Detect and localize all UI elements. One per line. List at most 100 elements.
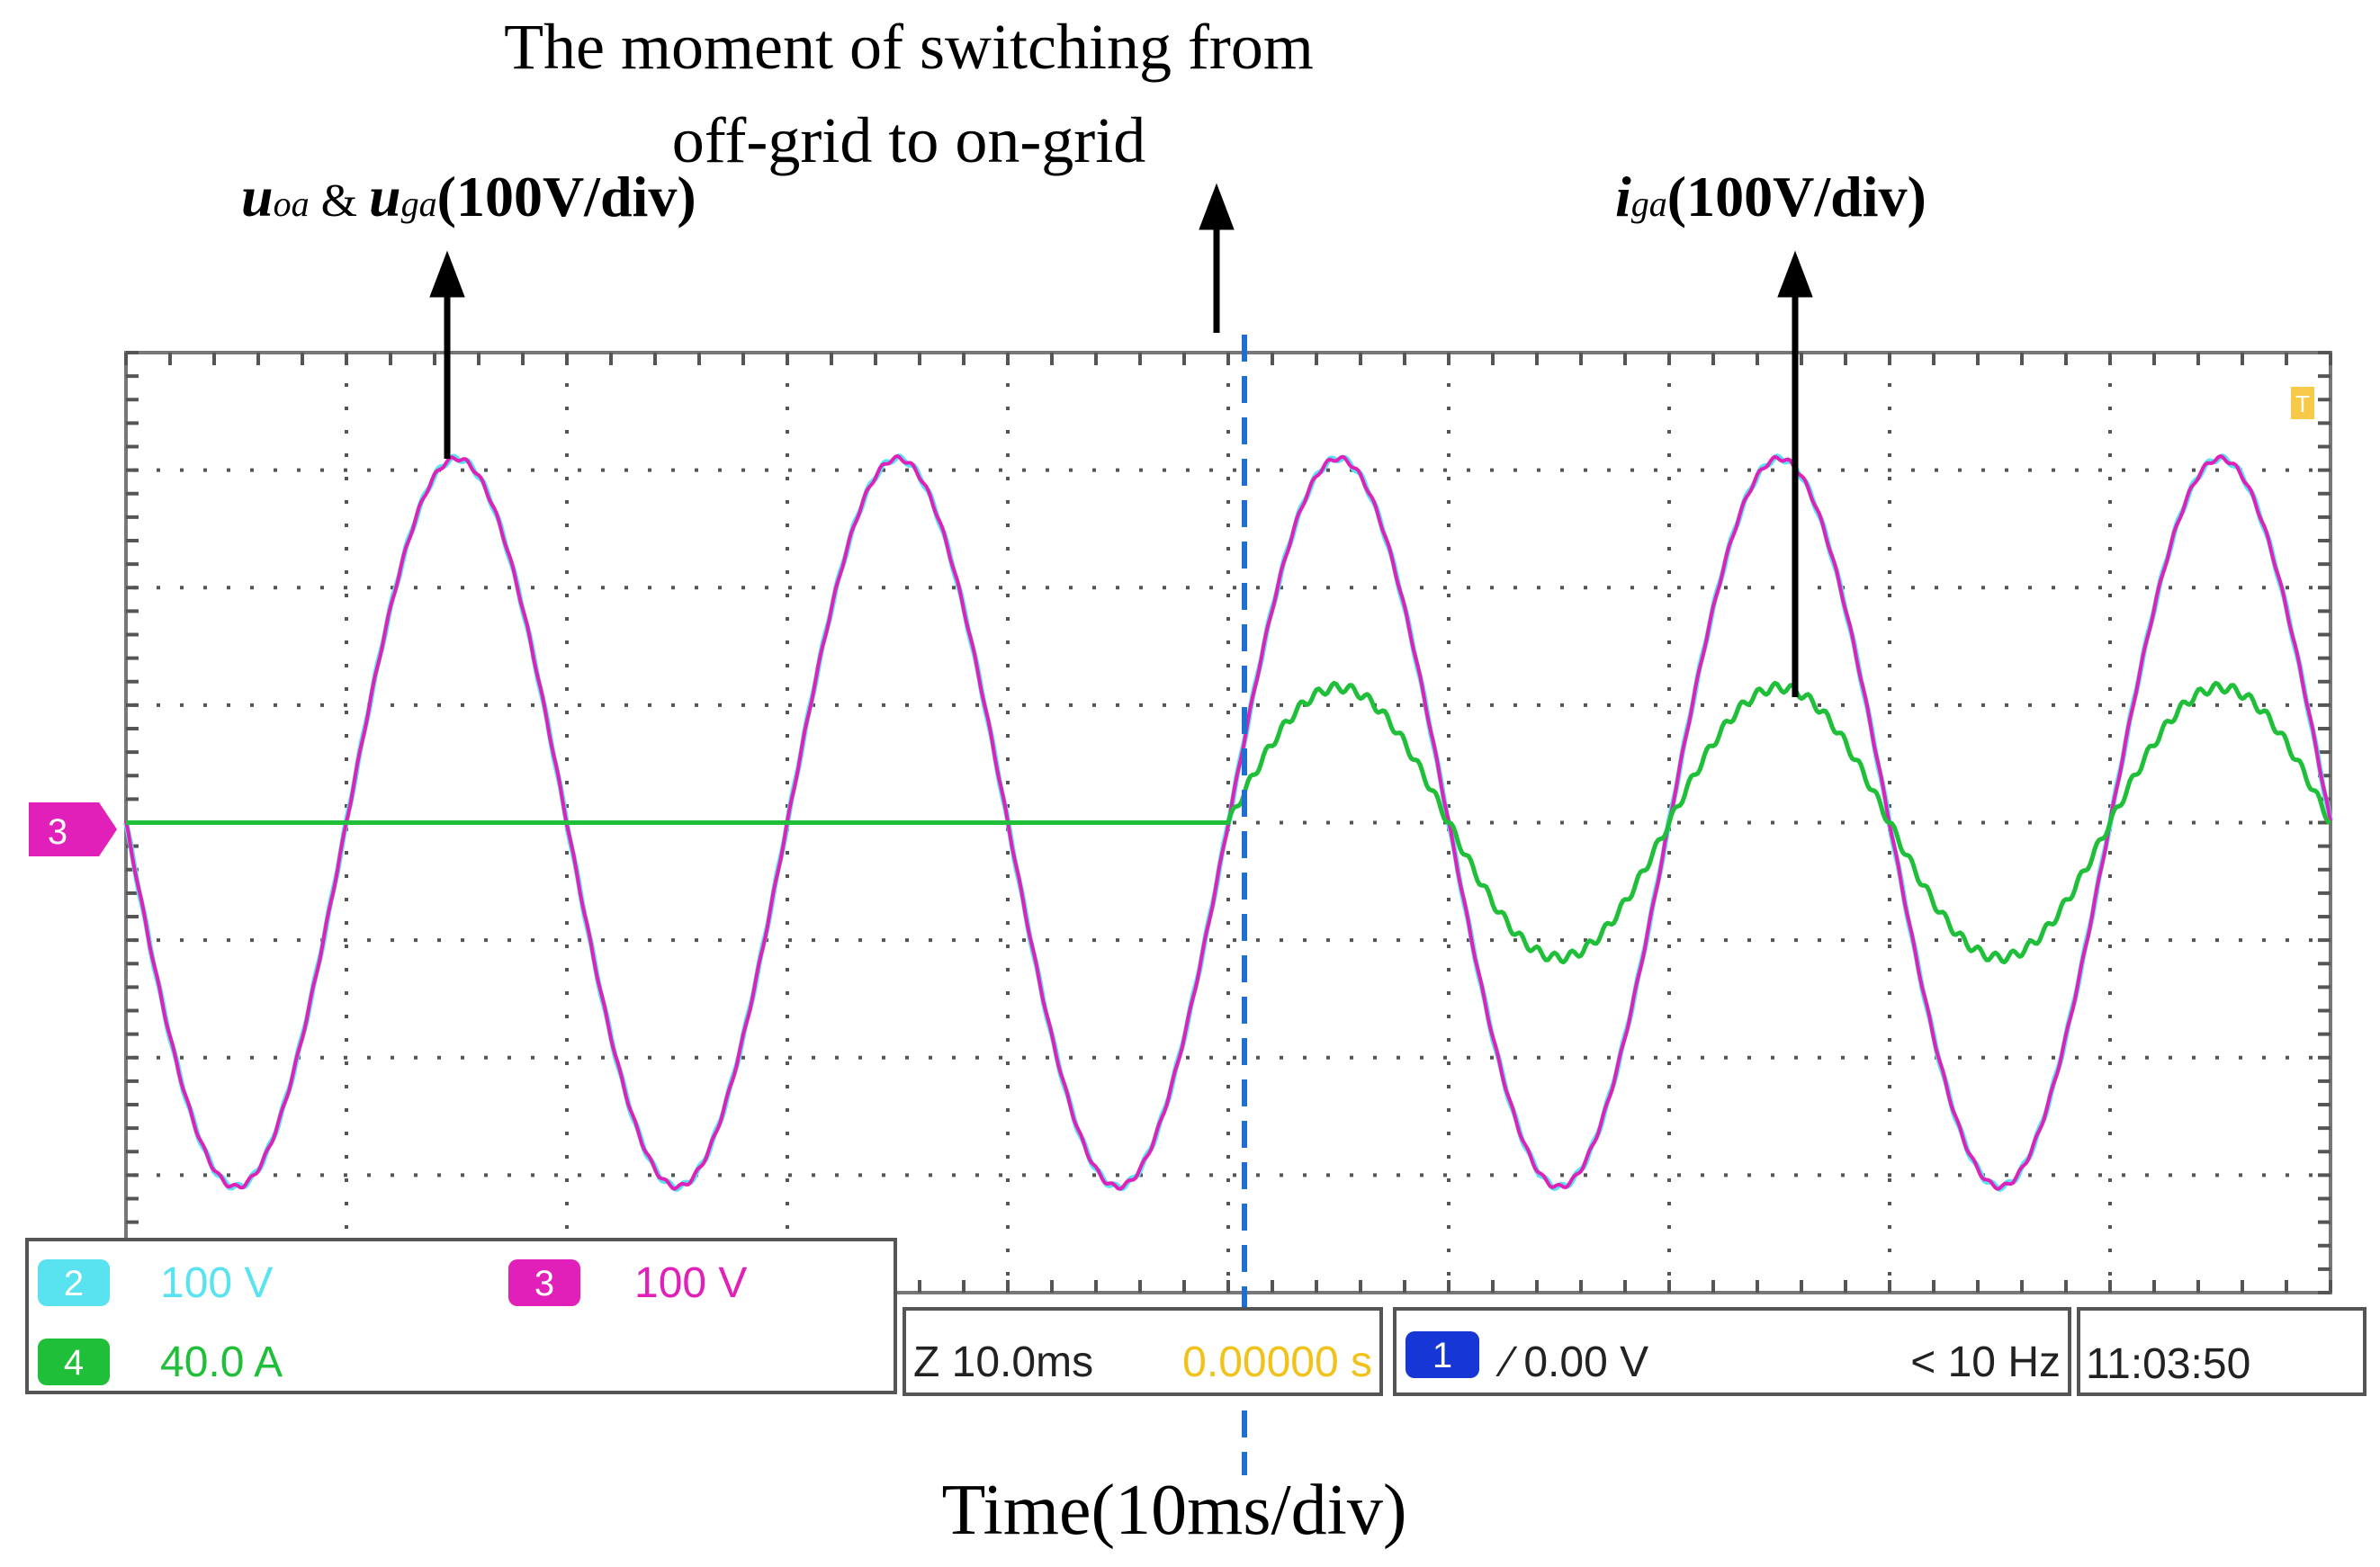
grid-dot xyxy=(1447,1202,1450,1205)
grid-dot xyxy=(2108,594,2112,597)
trace-i-ga xyxy=(125,680,2331,965)
grid-dot xyxy=(1667,664,1671,667)
grid-dot xyxy=(1326,1173,1330,1177)
grid-dot xyxy=(1958,1173,1962,1177)
grid-dot xyxy=(345,453,348,457)
grid-dot xyxy=(695,1055,698,1060)
grid-dot xyxy=(1326,938,1330,943)
grid-dot xyxy=(786,757,789,761)
grid-dot xyxy=(2108,898,2112,901)
grid-dot xyxy=(1186,703,1190,707)
grid-dot xyxy=(2028,586,2032,590)
grid-dot xyxy=(1226,664,1230,667)
channel3-scale: 100 V xyxy=(634,1259,747,1307)
grid-dot xyxy=(1447,664,1450,667)
grid-dot xyxy=(1667,1108,1671,1112)
grid-dot xyxy=(461,1055,464,1060)
grid-dot xyxy=(320,703,324,707)
grid-dot xyxy=(1006,1132,1010,1135)
grid-dot xyxy=(1560,1173,1564,1177)
trigger-position-marker: T xyxy=(2291,387,2314,419)
grid-dot xyxy=(1818,1173,1821,1177)
grid-dot xyxy=(1958,703,1962,707)
grid-dot xyxy=(1607,586,1611,590)
grid-dot xyxy=(1226,1015,1230,1018)
grid-dot xyxy=(1447,1015,1450,1018)
grid-dot xyxy=(565,1085,569,1088)
grid-dot xyxy=(414,468,418,472)
grid-dot xyxy=(1981,1055,1985,1060)
grid-dot xyxy=(999,586,1002,590)
grid-dot xyxy=(391,703,394,707)
grid-dot xyxy=(1888,617,1891,621)
grid-dot xyxy=(2309,468,2313,472)
grid-dot xyxy=(1958,468,1962,472)
grid-dot xyxy=(578,468,581,472)
grid-dot xyxy=(484,703,488,707)
grid-dot xyxy=(345,617,348,621)
grid-dot xyxy=(1667,1249,1671,1252)
grid-dot xyxy=(1888,1061,1891,1065)
grid-dot xyxy=(835,468,839,472)
grid-dot xyxy=(250,586,254,590)
grid-dot xyxy=(297,938,301,943)
grid-dot xyxy=(344,938,347,943)
grid-dot xyxy=(2145,703,2149,707)
grid-dot xyxy=(2192,1055,2196,1060)
grid-dot xyxy=(345,1061,348,1065)
grid-dot xyxy=(345,991,348,995)
grid-dot xyxy=(1667,570,1671,574)
grid-dot xyxy=(1233,703,1236,707)
grid-dot xyxy=(1667,968,1671,972)
grid-dot xyxy=(565,453,569,457)
grid-dot xyxy=(2108,640,2112,644)
grid-dot xyxy=(2169,1173,2172,1177)
grid-dot xyxy=(1677,938,1681,943)
grid-dot xyxy=(1447,1085,1450,1088)
grid-dot xyxy=(1888,921,1891,925)
grid-dot xyxy=(203,468,207,472)
grid-dot xyxy=(1724,1055,1728,1060)
grid-dot xyxy=(1747,1173,1751,1177)
grid-dot xyxy=(367,586,371,590)
grid-dot xyxy=(952,1173,956,1177)
grid-dot xyxy=(180,1055,184,1060)
grid-dot xyxy=(1006,757,1010,761)
grid-dot xyxy=(1888,991,1891,995)
grid-dot xyxy=(1006,594,1010,597)
grid-dot xyxy=(437,1173,441,1177)
grid-dot xyxy=(2108,407,2112,410)
grid-dot xyxy=(1447,1155,1450,1159)
grid-dot xyxy=(1794,1173,1798,1177)
grid-dot xyxy=(1513,820,1517,825)
grid-dot xyxy=(1490,468,1494,472)
grid-dot xyxy=(601,1055,605,1060)
grid-dot xyxy=(344,1173,347,1177)
grid-dot xyxy=(786,524,789,527)
grid-dot xyxy=(882,1055,885,1060)
grid-dot xyxy=(1303,586,1307,590)
grid-dot xyxy=(391,938,394,943)
grid-dot xyxy=(1560,820,1564,825)
grid-dot xyxy=(180,938,184,943)
grid-dot xyxy=(1888,1178,1891,1182)
grid-dot xyxy=(1022,586,1026,590)
grid-dot xyxy=(1888,407,1891,410)
grid-dot xyxy=(2169,586,2172,590)
grid-dot xyxy=(345,640,348,644)
grid-dot xyxy=(1326,1055,1330,1060)
grid-dot xyxy=(2145,586,2149,590)
grid-dot xyxy=(1701,703,1704,707)
grid-dot xyxy=(1447,945,1450,948)
grid-dot xyxy=(2052,703,2055,707)
grid-dot xyxy=(1397,938,1400,943)
grid-dot xyxy=(1888,898,1891,901)
grid-dot xyxy=(250,938,254,943)
grid-dot xyxy=(1747,586,1751,590)
grid-dot xyxy=(227,468,230,472)
channel3-badge xyxy=(508,1259,580,1306)
grid-dot xyxy=(1397,1055,1400,1060)
grid-dot xyxy=(2286,586,2289,590)
grid-dot xyxy=(2192,586,2196,590)
